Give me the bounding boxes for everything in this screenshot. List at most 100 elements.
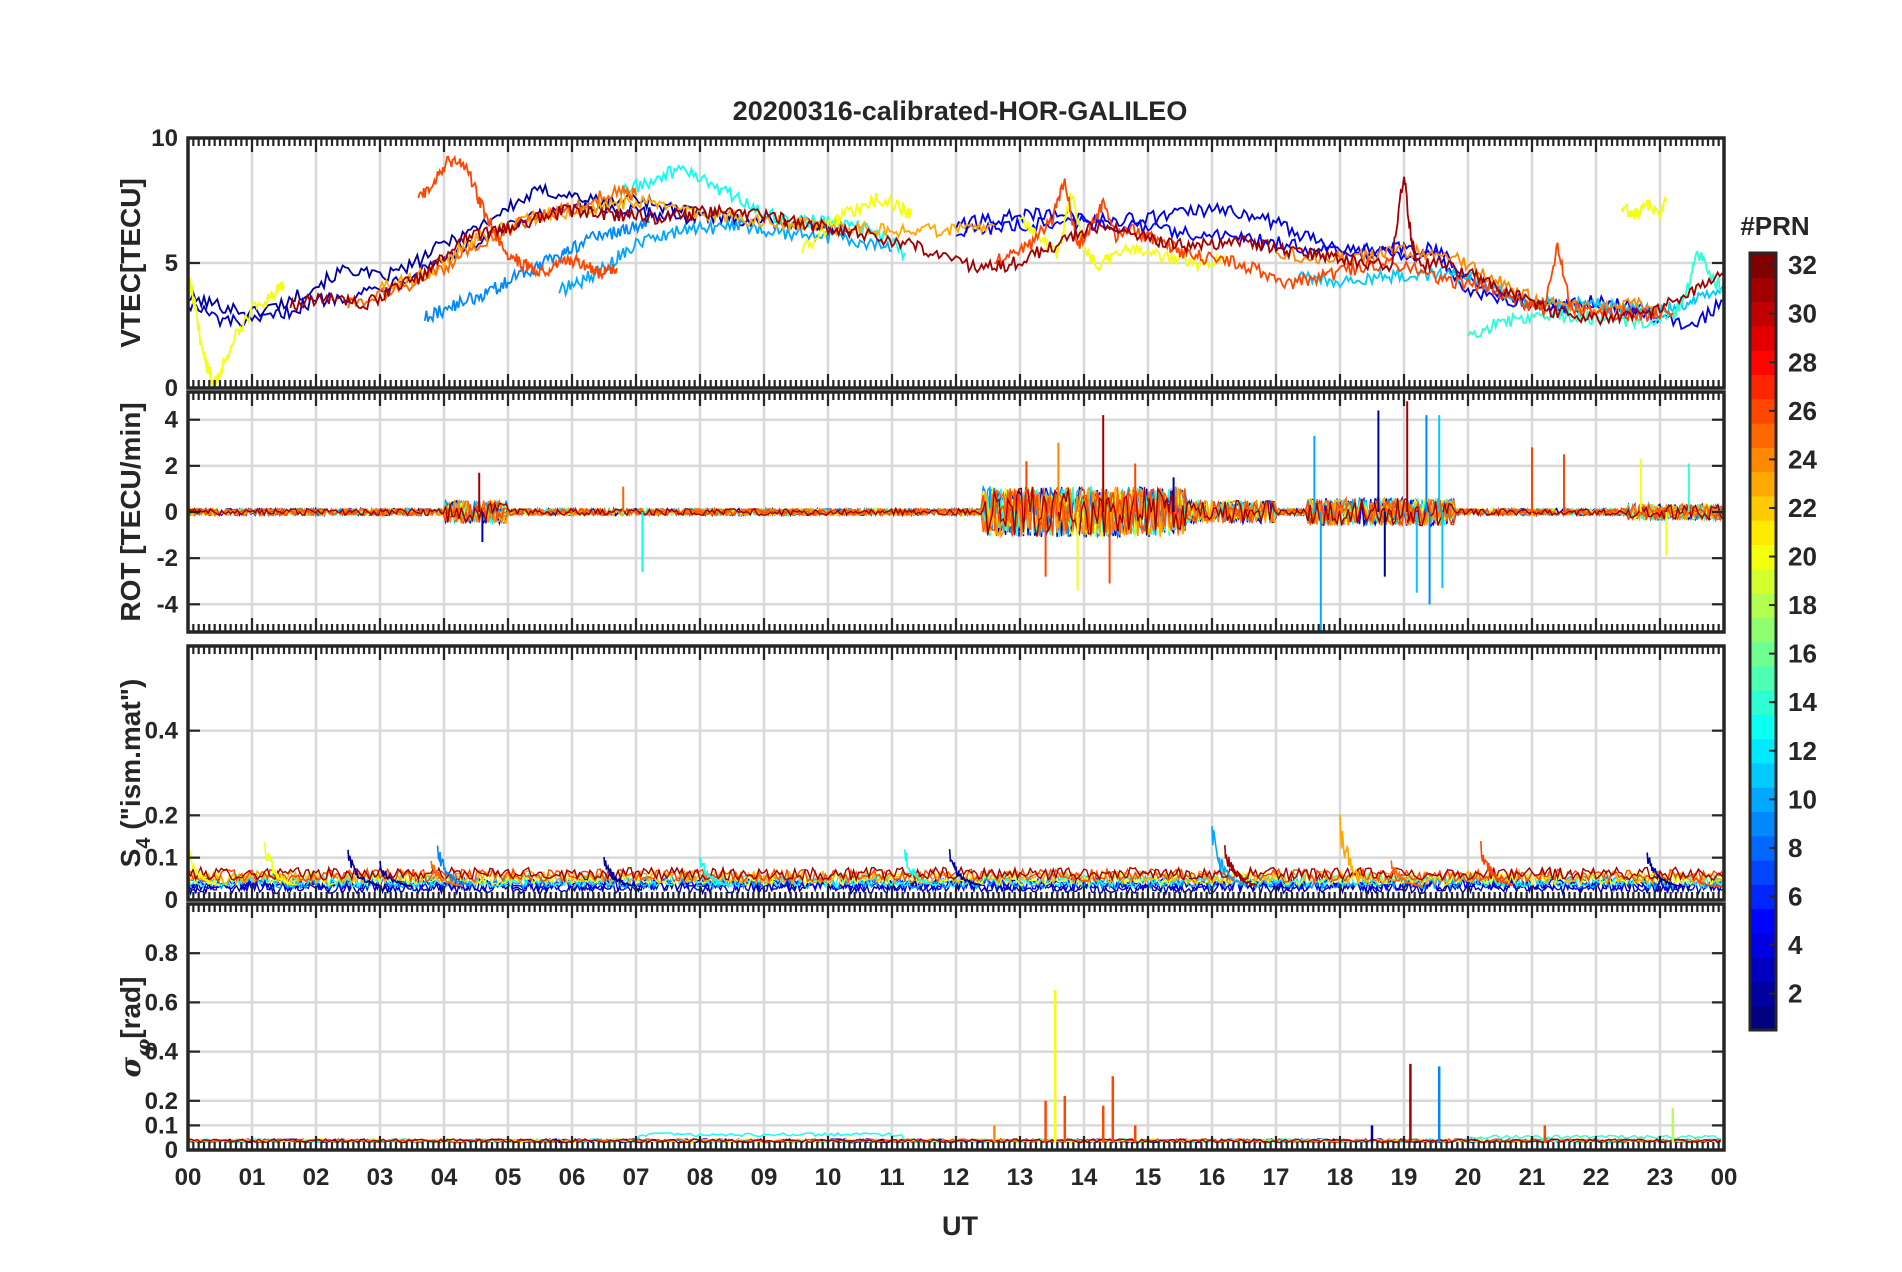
ytick-label: 5 <box>165 250 178 277</box>
ytick-label: 0.4 <box>145 1039 179 1066</box>
colorbar-tick-label: 2 <box>1788 979 1802 1009</box>
colorbar-tick-label: 22 <box>1788 493 1817 523</box>
vtec-series-prn-20 <box>188 275 285 388</box>
s4-burst <box>430 860 464 887</box>
xtick-labels: 00 01 02 03 04 05 06 07 08 09 10 11 12 13 14 15 16 17 18 19… <box>175 1164 1738 1191</box>
colorbar-swatch <box>1750 714 1776 740</box>
xtick-label: 18 <box>1327 1164 1354 1191</box>
vtec-series-prn-13 <box>622 164 906 262</box>
ticks-rot: -4 -2 0 2 4 <box>157 392 1726 632</box>
xtick-label: 14 <box>1071 1164 1098 1191</box>
vtec-series-prn-9 <box>423 216 650 324</box>
colorbar-swatch <box>1750 860 1776 885</box>
xtick-label: 12 <box>943 1164 970 1191</box>
ytick-label: 10 <box>151 125 178 152</box>
colorbar-tick-label: 26 <box>1788 396 1817 426</box>
xtick-label: 00 <box>1711 1164 1738 1191</box>
colorbar-tick-label: 16 <box>1788 639 1817 669</box>
s4-burst <box>1211 826 1245 886</box>
s4-burst <box>699 856 732 887</box>
ytick-label: 0.1 <box>145 845 178 872</box>
xtick-label: 04 <box>431 1164 458 1191</box>
ytick-label: 0.4 <box>145 718 179 745</box>
s4-burst <box>948 849 982 886</box>
s4-burst <box>1646 852 1680 887</box>
colorbar-tick-label: 8 <box>1788 833 1802 863</box>
colorbar-swatch <box>1750 811 1776 837</box>
colorbar-title: #PRN <box>1740 211 1809 241</box>
colorbar-tick-label: 32 <box>1788 250 1817 280</box>
ytick-label: 4 <box>165 407 179 434</box>
s4-burst <box>1480 841 1514 887</box>
colorbar-tick-label: 20 <box>1788 542 1817 572</box>
vtec-series-prn-20 <box>801 192 913 254</box>
xtick-label: 10 <box>815 1164 842 1191</box>
xtick-label: 02 <box>303 1164 330 1191</box>
s4-burst <box>603 856 637 887</box>
colorbar-swatch <box>1750 325 1776 351</box>
ytick-label: 0.6 <box>145 989 178 1016</box>
ytick-label: -2 <box>157 545 178 572</box>
vtec-series-prn-14 <box>1467 249 1724 339</box>
s4-series-prn-23 <box>188 868 1724 886</box>
s4-burst <box>1390 860 1424 888</box>
colorbar-tick-label: 12 <box>1788 736 1817 766</box>
rot-series-prn-26 <box>188 487 1724 536</box>
ytick-label: 2 <box>165 453 178 480</box>
colorbar-swatch <box>1750 471 1776 497</box>
xtick-label: 11 <box>879 1164 904 1191</box>
rot-series-prn-31 <box>188 486 1723 537</box>
panel-s4: 0 0.1 0.2 0.4S4 ("ism.mat") <box>115 644 1726 914</box>
colorbar-swatch <box>1750 277 1776 303</box>
xtick-label: 03 <box>367 1164 394 1191</box>
colorbar-tick-label: 14 <box>1788 687 1817 717</box>
xtick-label: 20 <box>1455 1164 1482 1191</box>
xtick-label: 01 <box>239 1164 266 1191</box>
ticks-s4: 0 0.1 0.2 0.4 <box>145 646 1726 914</box>
colorbar-tick-label: 28 <box>1788 347 1817 377</box>
colorbar-swatch <box>1750 665 1776 691</box>
colorbar-tick-label: 6 <box>1788 881 1802 911</box>
panel-rot: -4 -2 0 2 4 ROT [TECU/min] <box>115 390 1726 634</box>
xtick-label: 23 <box>1647 1164 1674 1191</box>
panel-sig: 00.10.2 0.4 0.6 0.8 σφ[rad] <box>114 902 1726 1164</box>
data-vtec <box>188 154 1724 388</box>
xtick-label: 17 <box>1263 1164 1290 1191</box>
vtec-series-prn-26 <box>417 154 618 281</box>
ytick-label: 0.2 <box>145 1088 178 1115</box>
colorbar-tick-label: 24 <box>1788 444 1817 474</box>
colorbar-swatch <box>1750 617 1776 643</box>
vtec-series-prn-26 <box>994 178 1674 323</box>
colorbar-tick-label: 30 <box>1788 299 1817 329</box>
colorbar-swatch <box>1750 957 1776 983</box>
xtick-label: 22 <box>1583 1164 1610 1191</box>
s4-burst <box>264 842 298 886</box>
ytick-label: 0.2 <box>145 802 178 829</box>
ytick-label: 0 <box>165 887 178 914</box>
colorbar-tick-label: 18 <box>1788 590 1817 620</box>
vtec-series-prn-20 <box>1019 192 1226 274</box>
figure-title: 20200316-calibrated-HOR-GALILEO <box>733 96 1188 126</box>
s4-burst <box>1224 845 1258 887</box>
colorbar-swatch <box>1750 1005 1776 1031</box>
s4-burst <box>1339 814 1373 885</box>
xtick-label: 06 <box>559 1164 586 1191</box>
vtec-series-prn-31 <box>289 176 1724 327</box>
ytick-label: 0 <box>165 375 178 402</box>
data-rot <box>188 401 1724 632</box>
ytick-label: -4 <box>157 591 179 618</box>
s4-burst <box>347 849 381 887</box>
xtick-label: 07 <box>623 1164 650 1191</box>
ytick-label: 0.1 <box>145 1112 178 1139</box>
xtick-label: 19 <box>1391 1164 1418 1191</box>
xtick-label: 05 <box>495 1164 522 1191</box>
s4-burst <box>379 860 413 888</box>
xtick-label: 15 <box>1135 1164 1162 1191</box>
xtick-label: 09 <box>751 1164 778 1191</box>
ylabel-s4: S4 ("ism.mat") <box>115 679 155 868</box>
s4-burst <box>904 849 938 887</box>
colorbar-tick-label: 10 <box>1788 784 1817 814</box>
s4-burst <box>436 845 470 887</box>
xtick-label: 08 <box>687 1164 714 1191</box>
